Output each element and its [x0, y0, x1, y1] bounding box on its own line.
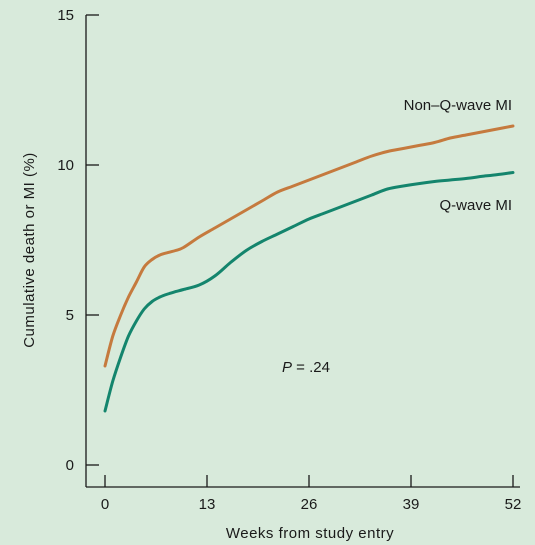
x-axis-title: Weeks from study entry — [226, 525, 394, 542]
y-tick-label: 15 — [57, 7, 74, 24]
series-label-non-q-wave-mi: Non–Q-wave MI — [404, 97, 512, 114]
series-lines — [103, 124, 515, 413]
x-tick-label: 26 — [301, 496, 318, 513]
series-line-non-q-wave-mi — [103, 124, 515, 368]
axes — [85, 15, 520, 488]
y-tick-label: 5 — [66, 307, 74, 324]
p-value-annotation: P = .24 — [282, 359, 330, 376]
x-tick-label: 0 — [101, 496, 109, 513]
x-tick-label: 13 — [199, 496, 216, 513]
y-tick-label: 0 — [66, 457, 74, 474]
series-line-q-wave-mi — [103, 171, 515, 413]
x-ticks: 0 13 26 39 52 — [101, 475, 522, 513]
y-axis-title: Cumulative death or MI (%) — [21, 152, 38, 348]
x-tick-label: 52 — [505, 496, 522, 513]
y-ticks: 0 5 10 15 — [57, 7, 99, 474]
x-tick-label: 39 — [403, 496, 420, 513]
y-tick-label: 10 — [57, 157, 74, 174]
series-labels: Non–Q-wave MI Q-wave MI — [404, 97, 512, 214]
series-label-q-wave-mi: Q-wave MI — [439, 197, 512, 214]
